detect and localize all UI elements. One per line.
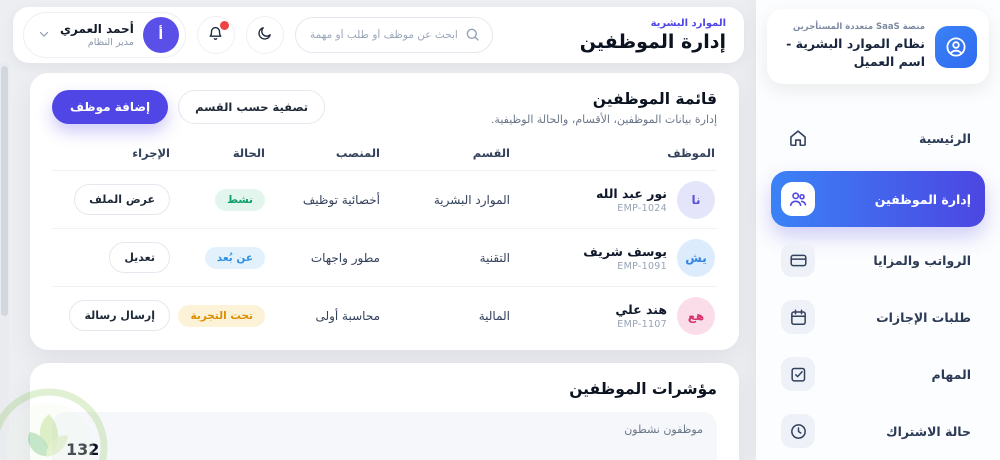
notifications-button[interactable] <box>196 16 235 54</box>
breadcrumb: الموارد البشرية <box>650 17 726 29</box>
task-check-icon <box>781 357 815 392</box>
search-field <box>294 17 493 53</box>
send-message-button[interactable]: إرسال رسالة <box>69 300 170 331</box>
column-employee: الموظف <box>667 146 715 160</box>
edit-button[interactable]: تعديل <box>109 242 170 273</box>
main-area: الموارد البشرية إدارة الموظفين <box>0 7 756 460</box>
table-header-row: الموظف القسم المنصب الحالة الإجراء <box>52 140 717 170</box>
calendar-icon <box>781 300 815 335</box>
user-avatar: أ <box>142 17 179 53</box>
sidebar-item-home[interactable]: الرئيسية <box>771 114 985 162</box>
stat-active-employees: موظفون نشطون 132 <box>52 412 717 460</box>
sidebar-item-leaves[interactable]: طلبات الإجازات <box>771 293 985 341</box>
employee-department: المالية <box>478 308 510 323</box>
notification-badge <box>219 21 229 30</box>
employee-id: EMP-1024 <box>617 202 667 214</box>
employee-department: التقنية <box>479 250 510 265</box>
credit-card-icon <box>781 243 815 278</box>
status-badge: نشط <box>215 188 265 211</box>
topbar: الموارد البشرية إدارة الموظفين <box>13 7 744 63</box>
users-icon <box>781 182 815 217</box>
user-circle-logo-icon <box>935 25 977 68</box>
table-row: هع هند علي EMP-1107 المالية محاسبة أولى … <box>52 286 717 344</box>
metrics-card: مؤشرات الموظفين موظفون نشطون 132 <box>30 363 739 460</box>
user-menu[interactable]: أ أحمد العمري مدير النظام <box>23 12 186 58</box>
platform-tagline: منصة SaaS متعددة المستأجرين <box>792 22 925 32</box>
table-row: يش يوسف شريف EMP-1091 التقنية مطور واجها… <box>52 228 717 286</box>
scrollbar-thumb[interactable] <box>1 66 8 316</box>
content: قائمة الموظفين إدارة بيانات الموظفين، ال… <box>0 63 756 460</box>
employee-id: EMP-1091 <box>617 260 667 272</box>
employee-department: الموارد البشرية <box>433 192 510 207</box>
sidebar: منصة SaaS متعددة المستأجرين نظام الموارد… <box>756 0 1000 460</box>
employee-name: يوسف شريف <box>583 243 667 259</box>
stat-value: 132 <box>66 440 100 459</box>
dark-mode-button[interactable] <box>245 16 284 54</box>
column-department: القسم <box>472 146 510 160</box>
stat-label: موظفون نشطون <box>624 423 703 436</box>
view-profile-button[interactable]: عرض الملف <box>74 184 170 215</box>
employee-name: نور عبد الله <box>596 185 667 201</box>
metrics-card-title: مؤشرات الموظفين <box>569 380 717 398</box>
moon-icon <box>256 25 273 45</box>
bell-icon <box>207 25 224 45</box>
search-input[interactable] <box>294 17 493 53</box>
employee-position: محاسبة أولى <box>315 308 380 323</box>
employee-position: مطور واجهات <box>310 250 380 265</box>
add-employee-button[interactable]: إضافة موظف <box>52 90 169 124</box>
sidebar-item-payroll[interactable]: الرواتب والمزايا <box>771 236 985 284</box>
sidebar-nav: الرئيسية إدارة الموظفين الرواتب والمزايا… <box>767 114 989 455</box>
avatar: نا <box>677 180 715 219</box>
employees-card-subtitle: إدارة بيانات الموظفين، الأقسام، والحالة … <box>490 113 717 126</box>
filter-by-department-button[interactable]: تصفية حسب القسم <box>178 90 326 124</box>
column-position: المنصب <box>335 146 380 160</box>
search-icon <box>464 26 481 47</box>
status-badge: تحت التجربة <box>178 304 265 327</box>
sidebar-item-employees[interactable]: إدارة الموظفين <box>771 171 985 228</box>
scrollbar-track <box>0 62 9 460</box>
column-status: الحالة <box>232 146 265 160</box>
employees-card: قائمة الموظفين إدارة بيانات الموظفين، ال… <box>30 73 739 350</box>
employees-table: الموظف القسم المنصب الحالة الإجراء نا نو… <box>52 140 717 344</box>
sidebar-item-tasks[interactable]: المهام <box>771 350 985 398</box>
table-row: نا نور عبد الله EMP-1024 الموارد البشرية… <box>52 170 717 228</box>
employee-position: أخصائية توظيف <box>302 192 380 207</box>
home-icon <box>781 121 815 155</box>
employees-card-title: قائمة الموظفين <box>592 90 717 108</box>
brand-name: نظام الموارد البشرية - اسم العميل <box>786 36 925 70</box>
status-badge: عن بُعد <box>204 246 265 269</box>
employee-id: EMP-1107 <box>617 318 667 330</box>
avatar: يش <box>677 238 715 277</box>
user-name: أحمد العمري <box>60 22 134 36</box>
avatar: هع <box>677 296 715 335</box>
clock-icon <box>781 414 815 449</box>
chevron-down-icon <box>37 26 51 45</box>
sidebar-item-subscription[interactable]: حالة الاشتراك <box>771 407 985 455</box>
page-title: إدارة الموظفين <box>579 30 726 53</box>
column-action: الإجراء <box>132 146 170 160</box>
employee-name: هند علي <box>615 301 667 317</box>
brand-card: منصة SaaS متعددة المستأجرين نظام الموارد… <box>767 9 989 85</box>
user-role: مدير النظام <box>87 37 134 48</box>
